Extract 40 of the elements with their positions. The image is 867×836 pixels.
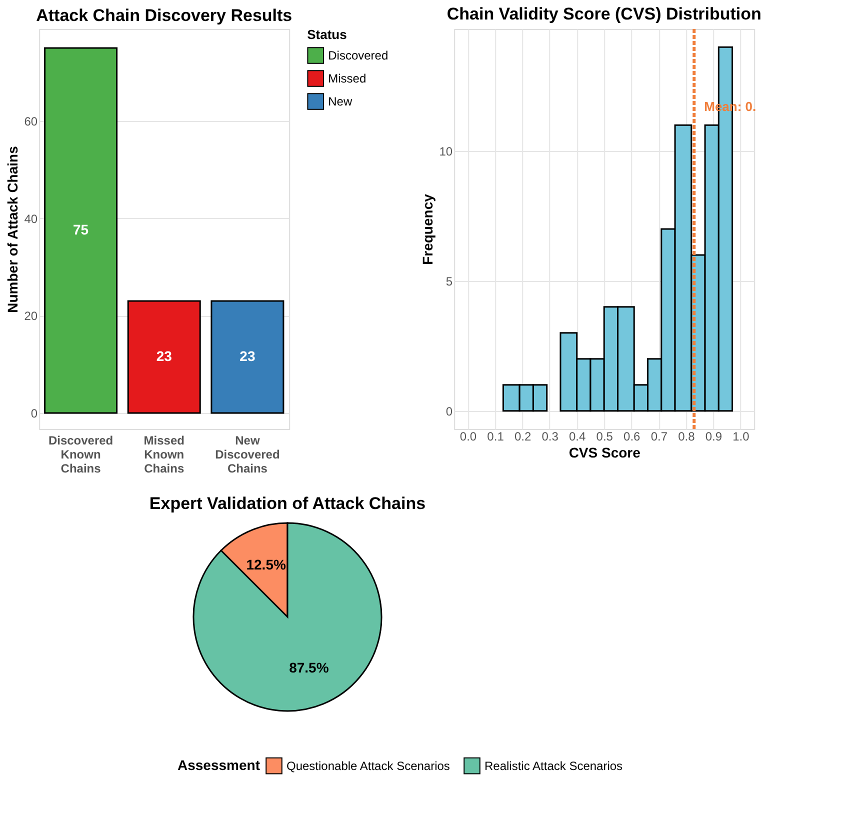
x-axis-title: CVS Score <box>568 444 641 460</box>
x-tick-label: Discovered Known Chains <box>48 434 114 476</box>
legend-label: Discovered <box>328 48 388 62</box>
data-label: 23 <box>240 348 256 364</box>
chart-title: Chain Validity Score (CVS) Distribution <box>446 4 762 24</box>
legend-label: Questionable Attack Scenarios <box>286 758 450 773</box>
legend-title: Assessment <box>178 757 260 773</box>
legend-label: New <box>328 94 352 108</box>
x-tick-label: 0.2 <box>514 430 532 444</box>
data-label: 87.5% <box>289 660 330 676</box>
x-tick-label: 0.1 <box>487 430 504 444</box>
y-tick-label: 0 <box>30 406 38 420</box>
data-label: 23 <box>156 348 172 364</box>
x-tick-label: 0.5 <box>596 430 614 444</box>
y-axis-title: Frequency <box>419 194 436 265</box>
legend-label: Realistic Attack Scenarios <box>484 758 623 773</box>
data-label: 75 <box>72 221 89 238</box>
chart-title: Expert Validation of Attack Chains <box>149 494 426 513</box>
y-tick-label: 0 <box>446 404 453 418</box>
x-tick-label: 0.9 <box>705 430 722 444</box>
x-tick-label: 0.4 <box>569 430 586 444</box>
data-label: 12.5% <box>246 556 286 572</box>
x-tick-label: New Discovered Chains <box>215 434 280 476</box>
legend-label: Missed <box>328 72 366 86</box>
chart-title: Attack Chain Discovery Results <box>36 6 292 25</box>
y-tick-label: 10 <box>439 144 453 159</box>
legend-title: Status <box>307 27 347 42</box>
x-tick-label: Missed Known Chains <box>144 434 184 476</box>
x-tick-label: 0.0 <box>460 430 477 444</box>
x-tick-label: 0.7 <box>650 430 668 444</box>
x-tick-label: 1.0 <box>732 430 750 444</box>
pie-slice <box>192 522 382 712</box>
x-tick-label: 0.3 <box>542 430 559 444</box>
y-tick-label: 40 <box>24 212 38 226</box>
y-tick-label: 20 <box>24 309 38 324</box>
y-axis-title: Number of Attack Chains <box>4 146 20 313</box>
x-tick-label: 0.8 <box>678 430 696 444</box>
y-tick-label: 60 <box>24 114 38 128</box>
x-tick-label: 0.6 <box>624 430 641 444</box>
y-tick-label: 5 <box>446 274 453 288</box>
